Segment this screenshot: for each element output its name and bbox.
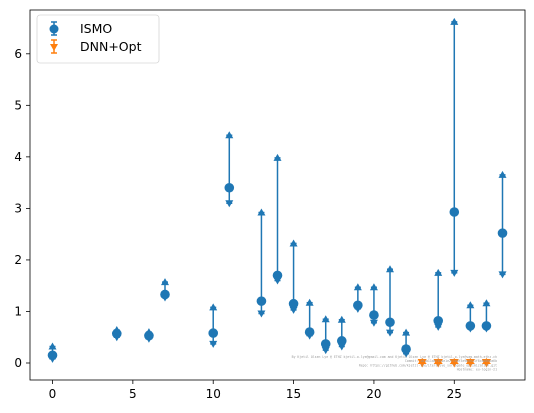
y-axis-ticks: 0 1 2 3 4 5 6 (14, 47, 30, 370)
x-tick-label-0: 0 (49, 387, 57, 401)
legend-dnn-marker (50, 44, 58, 51)
lower-bound-marker-s0-p6 (257, 310, 266, 318)
lower-bound-marker-s0-p14 (386, 329, 394, 337)
upper-bound-marker-s0-p18 (466, 301, 475, 309)
lower-bound-marker-s0-p13 (369, 319, 378, 327)
y-tick-label-1: 1 (14, 304, 22, 318)
upper-bound-marker-s0-p7 (273, 153, 282, 161)
x-tick-label-1: 5 (129, 387, 137, 401)
upper-bound-marker-s0-p13 (369, 283, 378, 291)
data-point-upper-s1-p2 (449, 357, 459, 364)
upper-bound-marker-s0-p3 (161, 278, 169, 286)
y-tick-label-2: 2 (14, 253, 22, 267)
lower-bound-marker-s0-p4 (209, 340, 218, 348)
data-point-s0-p5 (224, 182, 235, 193)
x-tick-label-3: 15 (286, 387, 301, 401)
watermark-line-3: Hostname: eu-login-21 (457, 368, 497, 372)
data-point-s0-p20 (497, 228, 508, 238)
data-point-upper-s1-p3 (465, 357, 475, 364)
lower-bound-marker-s0-p10 (321, 347, 330, 355)
upper-bound-marker-s0-p14 (386, 265, 394, 273)
lower-bound-marker-s0-p17 (450, 269, 459, 277)
y-tick-label-6: 6 (14, 47, 22, 61)
data-point-s0-p19 (481, 321, 492, 331)
lower-bound-marker-s0-p11 (337, 343, 346, 351)
upper-bound-marker-s0-p11 (337, 315, 346, 323)
data-point-s0-p13 (369, 310, 379, 320)
lower-bound-marker-s0-p20 (498, 271, 507, 279)
watermark-line-2: Repo: https://github.com/kjetil-lye/iter… (359, 363, 497, 367)
data-markers (47, 17, 508, 368)
y-tick-label-3: 3 (14, 201, 22, 215)
upper-bound-marker-s0-p9 (305, 298, 314, 306)
lower-bound-marker-s0-p16 (434, 323, 443, 331)
watermark-line-1: Commit: 1d1a11da71d4e1e2f1a0f3e9b0e21f8c… (405, 359, 497, 363)
data-point-s0-p7 (272, 270, 283, 281)
data-point-s0-p10 (320, 339, 331, 349)
legend-ismo-marker (49, 24, 59, 34)
legend: ISMO DNN+Opt (36, 14, 160, 64)
y-tick-label-5: 5 (14, 98, 22, 112)
upper-bound-marker-s0-p15 (402, 328, 411, 336)
data-point-s0-p1 (111, 328, 122, 339)
lower-bound-marker-s0-p5 (225, 200, 234, 208)
data-point-s0-p14 (385, 317, 395, 328)
data-point-s0-p9 (304, 327, 315, 337)
y-tick-label-4: 4 (14, 150, 22, 164)
upper-bound-marker-s0-p8 (289, 239, 298, 247)
data-point-s0-p18 (465, 321, 476, 331)
watermark-line-0: By Kjetil Olsen Lye @ ETHZ kjetil.o.lye@… (292, 355, 497, 359)
upper-bound-marker-s0-p10 (321, 315, 330, 323)
legend-dnn-label: DNN+Opt (80, 39, 142, 54)
data-point-s0-p12 (353, 300, 363, 311)
upper-bound-marker-s0-p12 (353, 283, 362, 291)
y-tick-label-0: 0 (14, 356, 22, 370)
legend-box (36, 14, 160, 64)
data-point-s0-p16 (433, 315, 444, 326)
data-point-s0-p2 (144, 330, 154, 341)
x-tick-label-2: 10 (206, 387, 221, 401)
data-point-s0-p0 (47, 350, 58, 361)
x-axis-ticks: 0 5 10 15 20 25 (49, 380, 462, 401)
data-point-s0-p11 (336, 336, 347, 346)
data-point-s0-p17 (449, 207, 460, 217)
data-point-upper-s1-p0 (417, 357, 427, 364)
lower-bound-marker-s0-p8 (289, 306, 298, 314)
data-point-s0-p6 (256, 296, 267, 306)
watermark: By Kjetil Olsen Lye @ ETHZ kjetil.o.lye@… (292, 355, 497, 372)
upper-bound-marker-s0-p6 (257, 208, 266, 216)
upper-bound-marker-s0-p5 (225, 131, 234, 139)
upper-bound-marker-s0-p20 (498, 170, 507, 178)
data-point-s0-p15 (401, 344, 411, 354)
data-point-s0-p4 (208, 328, 219, 338)
data-point-s0-p8 (288, 298, 299, 309)
legend-ismo-label: ISMO (80, 21, 112, 36)
x-tick-label-5: 25 (447, 387, 462, 401)
data-point-upper-s1-p4 (481, 357, 491, 364)
upper-bound-marker-s0-p16 (434, 268, 443, 276)
data-point-upper-s1-p1 (433, 357, 443, 364)
plot-frame (29, 9, 526, 381)
upper-bound-marker-s0-p4 (209, 303, 218, 311)
data-point-s0-p3 (160, 289, 170, 300)
x-tick-label-4: 20 (366, 387, 381, 401)
upper-bound-marker-s0-p0 (48, 342, 57, 350)
upper-bound-marker-s0-p17 (450, 17, 459, 25)
upper-bound-marker-s0-p19 (482, 299, 491, 307)
